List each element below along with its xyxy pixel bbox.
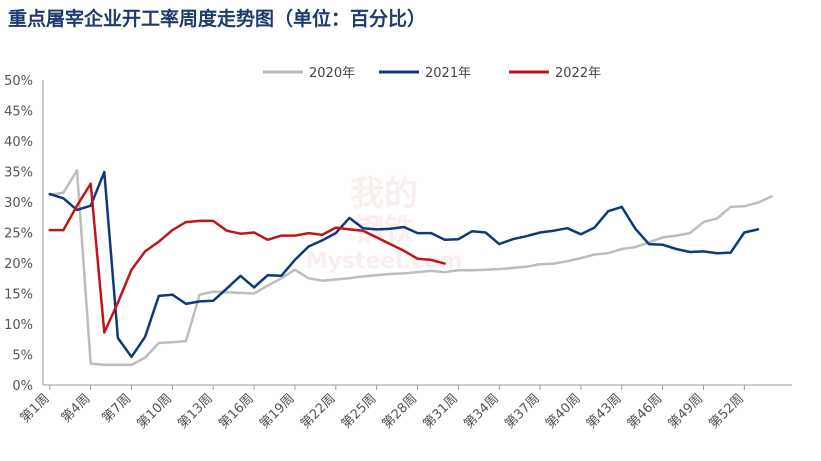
x-tick-label: 第19周 — [257, 391, 298, 432]
y-tick-label: 45% — [4, 105, 33, 120]
x-tick-label: 第1周 — [18, 391, 53, 426]
x-tick-label: 第4周 — [59, 391, 94, 426]
x-tick-label: 第43周 — [584, 391, 625, 432]
x-tick-label: 第13周 — [175, 391, 216, 432]
x-tick-label: 第37周 — [502, 391, 543, 432]
x-tick-label: 第46周 — [625, 391, 666, 432]
y-tick-label: 50% — [4, 74, 33, 89]
y-tick-label: 30% — [4, 196, 33, 211]
series-line-3 — [48, 182, 446, 334]
y-tick-label: 5% — [12, 349, 33, 364]
x-tick-label: 第31周 — [420, 391, 461, 432]
x-tick-label: 第49周 — [666, 391, 707, 432]
x-tick-label: 第16周 — [216, 391, 257, 432]
legend-label: 2022年 — [555, 66, 601, 81]
chart-title: 重点屠宰企业开工率周度走势图（单位：百分比） — [8, 8, 427, 30]
y-tick-label: 35% — [4, 166, 33, 181]
y-tick-label: 40% — [4, 135, 33, 150]
x-tick-label: 第22周 — [298, 391, 339, 432]
watermark-text: 我的 — [350, 174, 418, 214]
x-tick-label: 第40周 — [543, 391, 584, 432]
x-tick-label: 第7周 — [99, 391, 134, 426]
legend-label: 2020年 — [309, 66, 355, 81]
x-tick-label: 第52周 — [706, 391, 747, 432]
y-tick-label: 0% — [12, 379, 33, 394]
series-line-2 — [48, 170, 760, 359]
x-tick-label: 第10周 — [135, 391, 176, 432]
y-tick-label: 25% — [4, 227, 33, 242]
y-tick-label: 15% — [4, 288, 33, 303]
legend-label: 2021年 — [425, 66, 471, 81]
y-tick-label: 20% — [4, 257, 33, 272]
series-line-1 — [48, 169, 773, 367]
x-tick-label: 第34周 — [461, 391, 502, 432]
y-tick-label: 10% — [4, 318, 33, 333]
x-tick-label: 第28周 — [380, 391, 421, 432]
x-tick-label: 第25周 — [339, 391, 380, 432]
